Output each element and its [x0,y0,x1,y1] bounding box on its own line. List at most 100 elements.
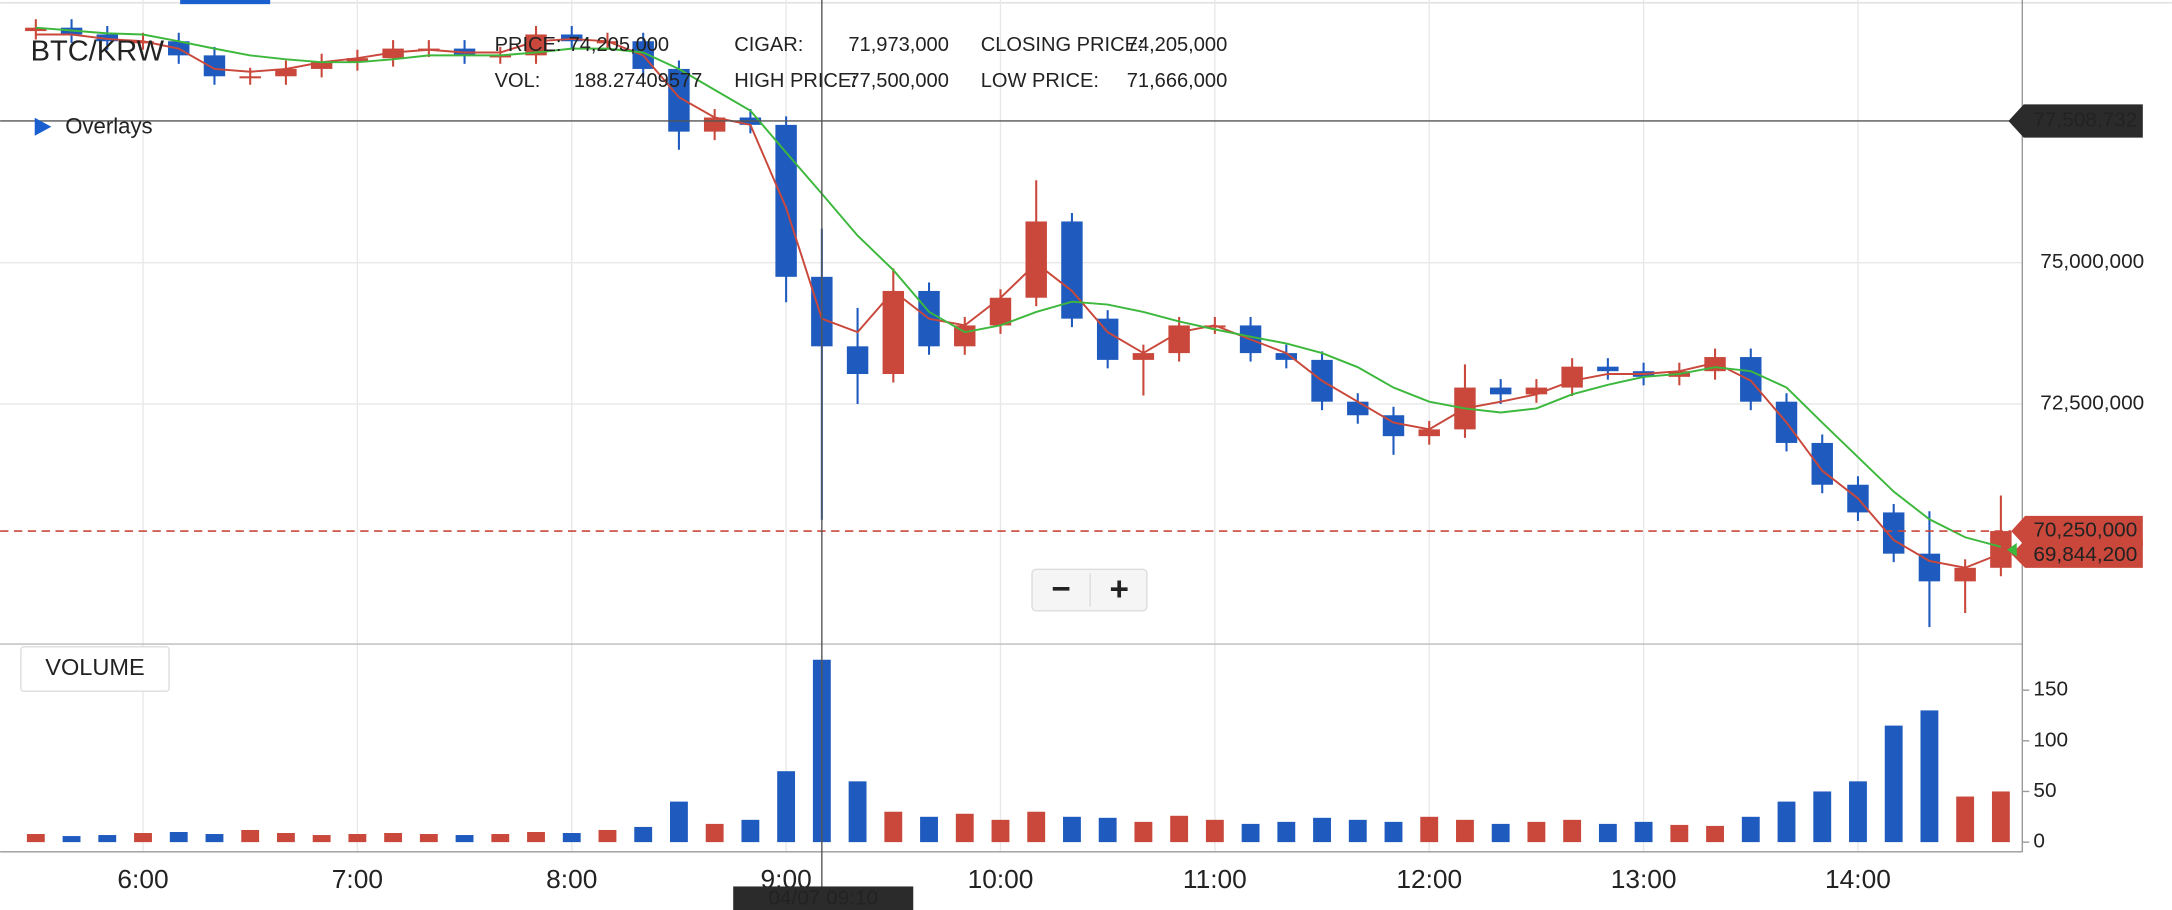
volume-bar [98,835,117,843]
x-tick-label: 8:00 [546,864,597,894]
marker-label-box [2011,540,2143,568]
overlays-toggle-icon[interactable] [34,117,52,136]
info-value: 188.27409577 [574,70,702,92]
volume-bar [312,835,331,843]
volume-bar [1777,801,1796,843]
info-label: LOW PRICE: [981,70,1099,92]
volume-bar [1670,824,1689,843]
candle-body [846,346,869,375]
volume-bar [1313,817,1331,843]
volume-bar [1956,796,1975,843]
volume-bar [1884,725,1903,843]
candle-body [239,76,261,79]
volume-bar [348,834,367,843]
candle-body [1347,401,1369,416]
info-value: 77,500,000 [848,70,949,92]
volume-bar [455,835,474,843]
volume-bar [848,781,867,843]
volume-bar [1491,823,1510,843]
volume-bar [1598,823,1617,843]
candle-body [132,41,154,44]
candle-body [1168,325,1190,354]
volume-bar [884,811,903,843]
candle-body [275,68,297,77]
candle-body [1275,353,1298,360]
volume-bar [1063,816,1081,843]
volume-bar [1027,811,1046,843]
volume-bar [1134,821,1153,843]
candle-body [1597,366,1619,372]
candle-body [25,27,47,32]
info-label: VOL: [495,70,541,92]
candle-body [203,55,226,77]
candle-body [96,34,118,42]
candle-body [310,62,333,69]
volume-bar [1527,821,1546,843]
volume-label: VOLUME [45,654,144,680]
volume-bar [562,833,581,843]
info-value: 74,205,000 [569,34,669,56]
volume-bar [705,823,724,843]
volume-bar [491,834,510,843]
volume-bar [1991,791,2010,843]
zoom-out-button[interactable]: − [1051,571,1070,608]
info-label: PRICE: [495,34,562,56]
candle-body [1025,221,1047,298]
chart-title: BTC/KRW [31,35,165,67]
volume-label-box [20,646,170,692]
volume-bar [1741,816,1760,843]
volume-bar [62,836,81,843]
zoom-controls [1031,568,1148,612]
volume-bar [205,834,224,843]
volume-bar [26,834,45,843]
candle-body [1990,531,2012,568]
volume-tick-label: 0 [2033,830,2045,853]
axes: 6:00 7:00 8:00 9:00 10:00 11:00 12:00 13:00 14:0… [117,250,2144,894]
volume-bar [634,826,653,843]
candle-body [1740,357,1762,402]
volume-bar [1241,823,1260,843]
candle-body [1811,442,1833,485]
volume-bar [134,833,152,843]
volume-bar [276,833,295,843]
volume-bar [1384,821,1403,843]
y-tick-label: 75,000,000 [2040,250,2144,273]
zoom-in-button[interactable]: + [1110,571,1129,608]
candle-body [1918,553,1941,582]
overlays-toggle[interactable]: Overlays [65,113,152,138]
volume-bar [1634,821,1653,843]
volume-bar [1277,821,1296,843]
volume-bar [920,816,938,843]
candle-body [1132,353,1155,360]
candle-body [775,124,797,277]
candle-body [1096,318,1119,360]
volume-bar [670,801,688,843]
volume-tick-label: 50 [2033,779,2056,802]
overlay-lines [35,26,2002,569]
candle-body [346,58,369,63]
candle-body [1418,429,1440,437]
info-value: 71,666,000 [1127,70,1228,92]
volume-bar [169,831,188,843]
volume-bar [527,831,545,843]
volume-bar [991,819,1010,843]
candle-body [1525,387,1548,395]
marker-label: 69,844,200 [2033,543,2137,566]
volume-tick-label: 150 [2033,678,2068,701]
volume-bar [955,813,974,843]
x-tick-label: 13:00 [1611,864,1677,894]
info-value: 71,973,000 [848,34,949,56]
x-tick-label: 7:00 [332,864,383,894]
x-tick-label: 12:00 [1396,864,1462,894]
candle-body [561,34,583,42]
volume-bar [598,829,617,843]
crosshair-price-box [2008,104,2143,138]
active-tab[interactable] [180,0,271,5]
candle-body [525,34,547,56]
info-label: HIGH PRICE: [734,70,857,92]
crosshair-price-label: 77,508,732 [2033,108,2137,131]
volume-bar [1205,819,1224,843]
